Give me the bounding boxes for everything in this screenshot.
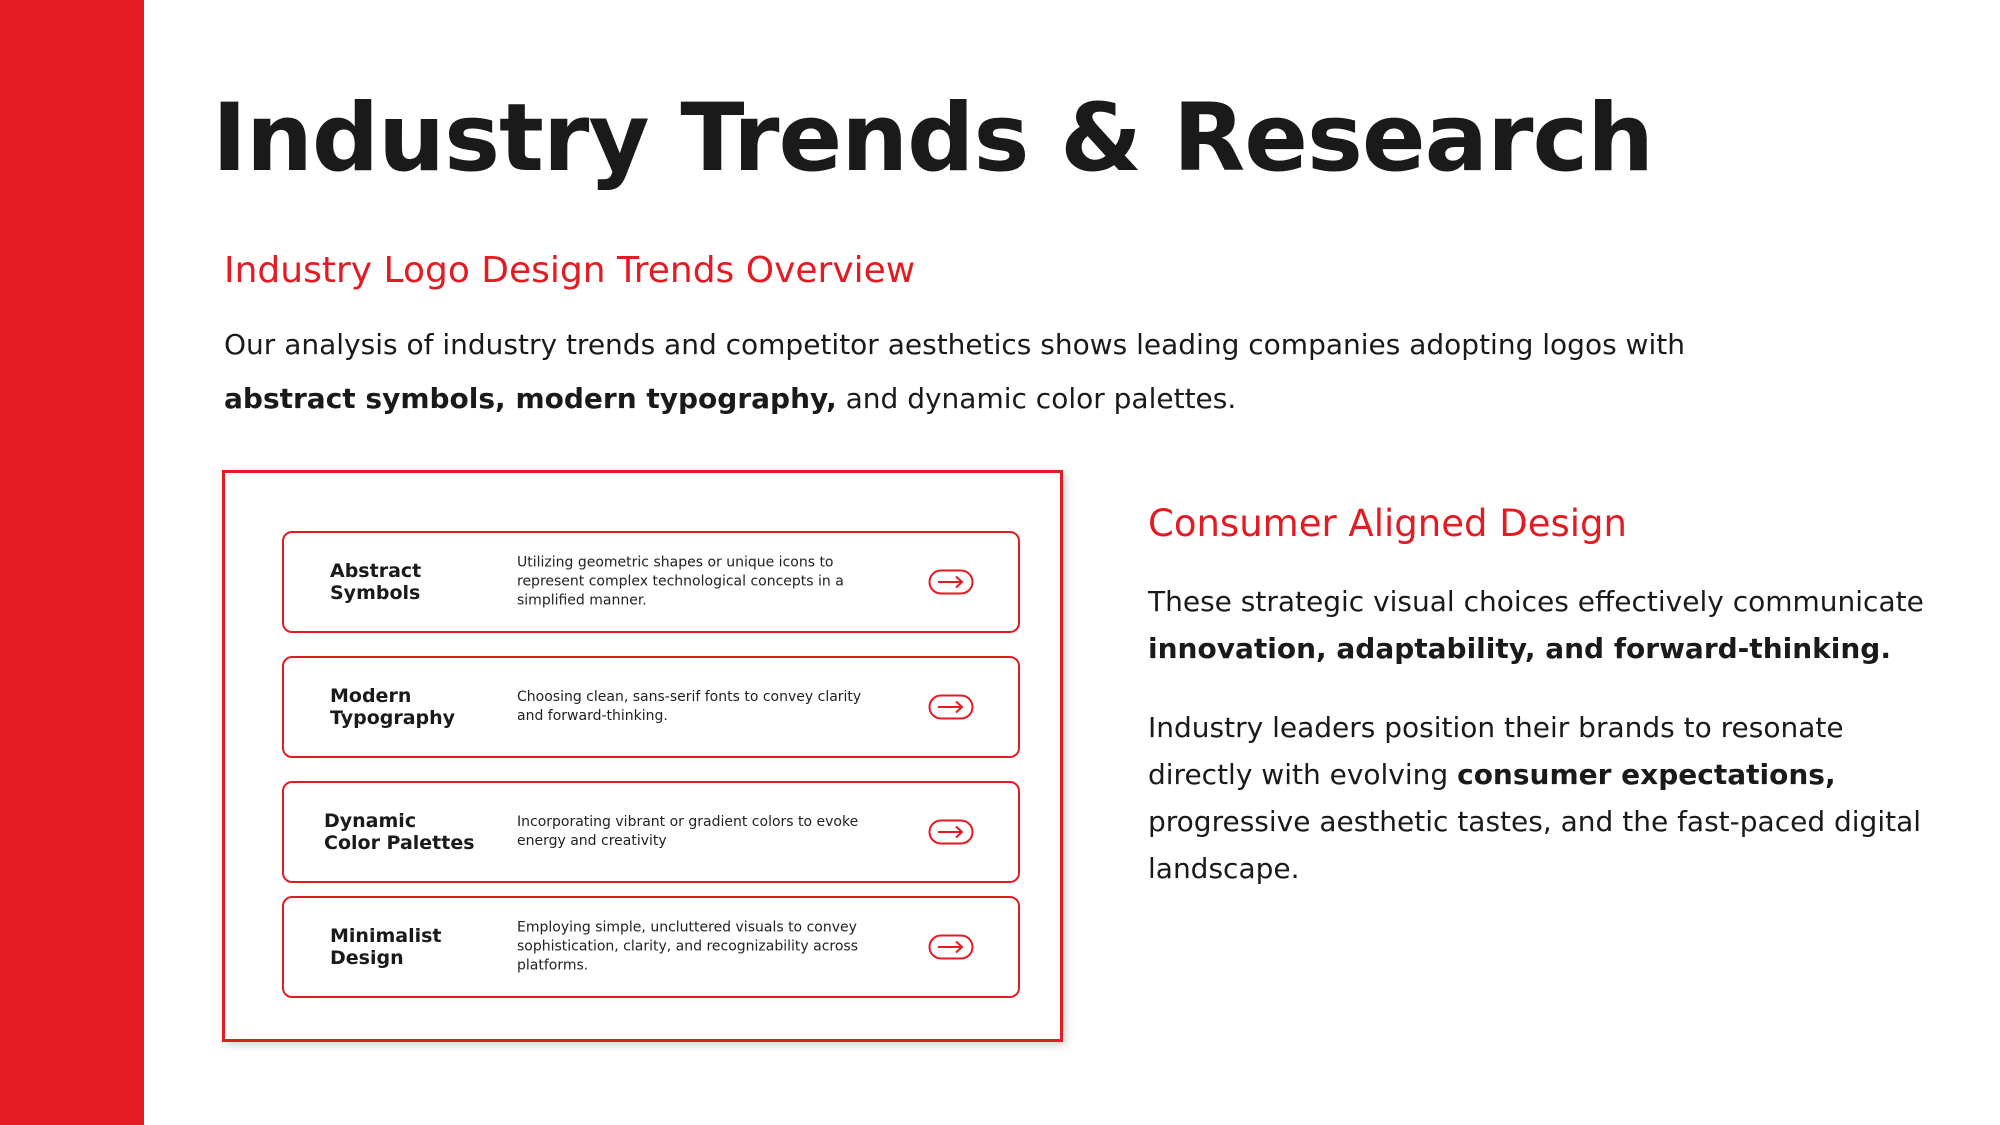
arrow-right-icon[interactable]: [928, 819, 974, 845]
p2-text-end: progressive aesthetic tastes, and the fa…: [1148, 805, 1922, 885]
consumer-heading: Consumer Aligned Design: [1148, 502, 1627, 545]
p2-bold: consumer expectations,: [1457, 758, 1836, 791]
p1-text: These strategic visual choices effective…: [1148, 585, 1924, 618]
trends-panel: Abstract Symbols Utilizing geometric sha…: [222, 470, 1063, 1042]
consumer-paragraph-1: These strategic visual choices effective…: [1148, 578, 1948, 672]
overview-heading: Industry Logo Design Trends Overview: [224, 250, 916, 291]
arrow-right-icon[interactable]: [928, 694, 974, 720]
accent-sidebar: [0, 0, 144, 1125]
slide-title: Industry Trends & Research: [212, 84, 1654, 193]
consumer-paragraph-2: Industry leaders position their brands t…: [1148, 704, 1948, 892]
trend-name: Abstract Symbols: [330, 560, 422, 604]
trend-description: Incorporating vibrant or gradient colors…: [517, 814, 859, 849]
intro-bold: abstract symbols, modern typography,: [224, 382, 837, 415]
trend-description: Employing simple, uncluttered visuals to…: [517, 919, 859, 974]
intro-text-end: and dynamic color palettes.: [836, 382, 1237, 415]
trend-name: Minimalist Design: [330, 925, 442, 969]
p1-bold: innovation, adaptability, and forward-th…: [1148, 632, 1891, 665]
trend-card: Dynamic Color Palettes Incorporating vib…: [282, 781, 1020, 883]
intro-text: Our analysis of industry trends and comp…: [224, 328, 1685, 361]
p2-text: Industry leaders position their brands t…: [1148, 711, 1844, 791]
trend-card: Modern Typography Choosing clean, sans-s…: [282, 656, 1020, 758]
trend-name: Dynamic Color Palettes: [324, 810, 475, 854]
trend-description: Choosing clean, sans-serif fonts to conv…: [517, 689, 862, 724]
trend-description: Utilizing geometric shapes or unique ico…: [517, 554, 844, 609]
trend-card: Abstract Symbols Utilizing geometric sha…: [282, 531, 1020, 633]
overview-intro: Our analysis of industry trends and comp…: [224, 318, 1824, 426]
arrow-right-icon[interactable]: [928, 934, 974, 960]
trend-card: Minimalist Design Employing simple, uncl…: [282, 896, 1020, 998]
arrow-right-icon[interactable]: [928, 569, 974, 595]
trend-name: Modern Typography: [330, 685, 456, 729]
